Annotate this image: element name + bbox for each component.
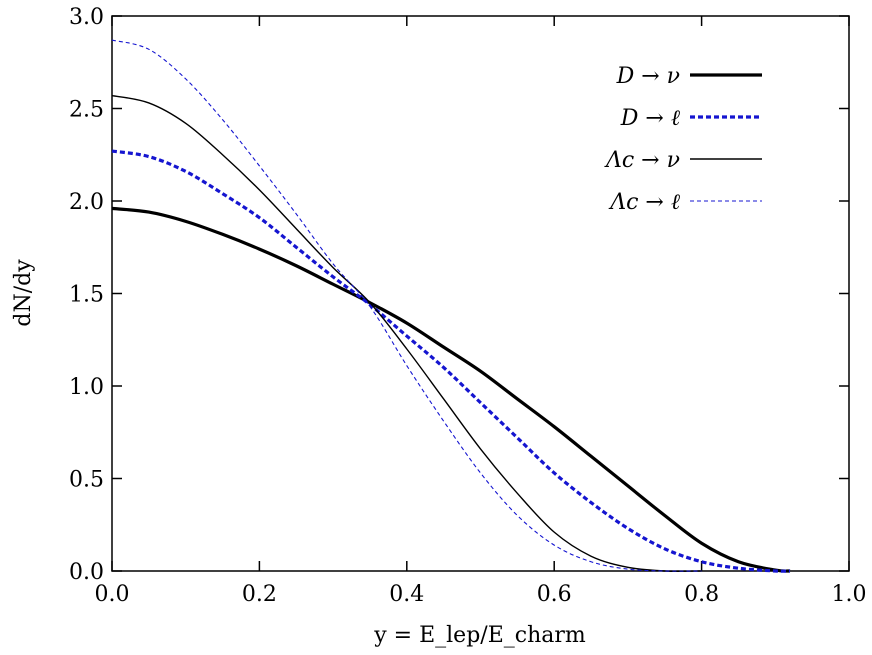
x-axis-label: y = E_lep/E_charm bbox=[373, 623, 586, 648]
y-tick-label: 0.0 bbox=[69, 560, 104, 585]
series-group bbox=[111, 39, 791, 573]
legend-label: D → ν bbox=[616, 64, 680, 89]
y-tick-label: 3.0 bbox=[69, 5, 104, 30]
x-tick-label: 0.8 bbox=[684, 582, 719, 607]
x-tick-label: 0.6 bbox=[537, 582, 572, 607]
y-tick-label: 2.0 bbox=[69, 190, 104, 215]
y-tick-label: 1.5 bbox=[69, 283, 104, 308]
y-tick-label: 2.5 bbox=[69, 98, 104, 123]
series-line bbox=[111, 206, 791, 573]
series-line bbox=[111, 94, 702, 572]
x-tick-label: 0.2 bbox=[242, 582, 277, 607]
ticks: 0.0 0.2 0.4 0.6 0.8 1.0 0.0 0.5 1.0 1.5 2.0 2.5 3.0 bbox=[69, 5, 867, 607]
legend-label: Λc → ℓ bbox=[608, 190, 681, 215]
y-axis-label: dN/dy bbox=[11, 259, 36, 327]
plot-frame bbox=[111, 15, 850, 572]
legend-label: Λc → ν bbox=[604, 148, 680, 173]
series-line bbox=[111, 39, 702, 572]
legend-label: D → ℓ bbox=[620, 106, 681, 131]
x-tick-label: 0.0 bbox=[95, 582, 130, 607]
series-line bbox=[111, 149, 791, 573]
y-tick-label: 0.5 bbox=[69, 468, 104, 493]
x-tick-label: 0.4 bbox=[389, 582, 424, 607]
y-tick-label: 1.0 bbox=[69, 375, 104, 400]
legend: D → ν D → ℓ Λc → ν Λc → ℓ bbox=[604, 64, 762, 215]
x-tick-label: 1.0 bbox=[832, 582, 867, 607]
